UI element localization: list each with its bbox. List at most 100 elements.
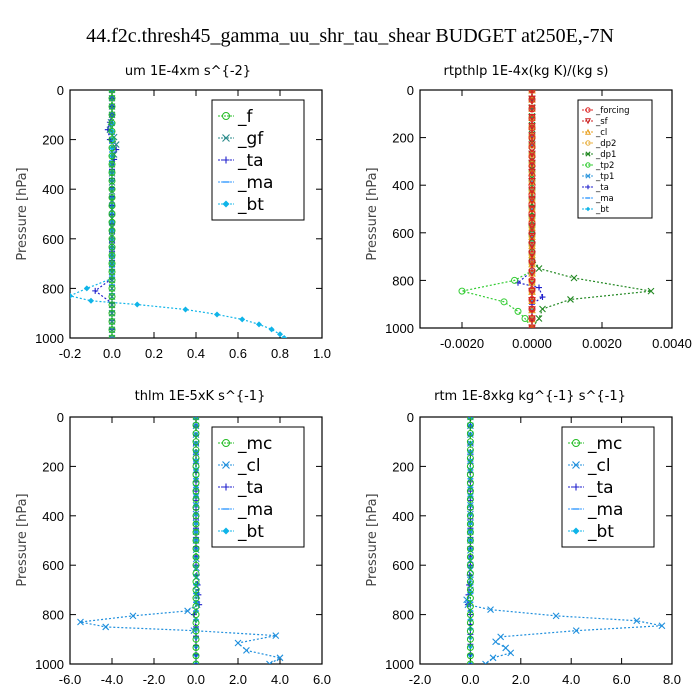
x-tick-label: 0.0 <box>461 672 479 687</box>
data-point <box>528 105 536 113</box>
legend-marker <box>572 527 580 535</box>
panel-title: thlm 1E-5xK s^{-1} <box>135 389 266 404</box>
data-point <box>108 251 116 259</box>
data-point <box>192 545 200 553</box>
data-point <box>467 576 474 584</box>
x-tick-label: 8.0 <box>663 672 681 687</box>
data-point <box>108 334 116 338</box>
data-point <box>108 218 116 226</box>
data-point <box>134 301 141 308</box>
x-tick-label: 0.6 <box>229 346 247 361</box>
series-line <box>70 90 285 338</box>
data-point <box>467 440 474 447</box>
data-point <box>190 627 198 635</box>
data-point <box>466 487 474 495</box>
legend-label: _bt <box>237 522 264 542</box>
data-point <box>466 627 474 635</box>
data-point <box>528 267 536 275</box>
data-point <box>108 268 116 276</box>
data-point <box>108 152 116 160</box>
legend-marker <box>585 162 591 168</box>
data-point <box>466 602 474 610</box>
data-point <box>633 617 641 625</box>
y-tick-label: 1000 <box>35 331 64 346</box>
legend-marker <box>222 483 230 491</box>
data-point <box>466 495 474 503</box>
data-point <box>192 440 200 447</box>
legend-label: _ta <box>237 478 264 498</box>
legend-label: _ma <box>587 500 623 520</box>
data-point <box>463 596 471 604</box>
legend-label: _ma <box>237 500 273 520</box>
panel-title: um 1E-4xm s^{-2} <box>125 64 251 79</box>
data-point <box>112 141 120 148</box>
legend-marker <box>585 107 591 113</box>
y-tick-label: 1000 <box>385 657 414 672</box>
legend-label: _cl <box>587 456 611 476</box>
data-point <box>466 504 474 512</box>
data-point <box>528 181 536 189</box>
data-point <box>108 160 116 168</box>
panel-rtm: rtm 1E-8xkg kg^{-1} s^{-1} Pressure [hPa… <box>365 389 681 687</box>
data-point <box>192 619 200 627</box>
data-point <box>256 321 262 328</box>
panel-thlm: thlm 1E-5xK s^{-1} Pressure [hPa] 0 200 40… <box>15 389 331 687</box>
data-point <box>192 495 200 503</box>
data-point <box>466 537 474 544</box>
data-point <box>466 421 474 429</box>
series-group <box>70 90 288 338</box>
data-point <box>276 654 284 662</box>
x-tick-label: 0.8 <box>271 346 289 361</box>
data-point <box>108 169 116 177</box>
y-tick-label: 0 <box>407 83 414 98</box>
data-point <box>511 276 518 284</box>
figure-title: 44.f2c.thresh45_gamma_uu_shr_tau_shear B… <box>86 25 614 47</box>
data-point <box>466 429 474 437</box>
data-point <box>272 632 280 639</box>
data-point <box>102 623 110 631</box>
series-group <box>463 417 666 664</box>
x-tick-label: 1.0 <box>313 346 331 361</box>
data-point <box>192 438 200 446</box>
data-point <box>108 301 116 309</box>
data-point <box>192 512 200 520</box>
data-point <box>466 512 474 520</box>
data-point <box>92 287 99 294</box>
data-point <box>539 294 546 301</box>
x-tick-label: 6.0 <box>313 672 331 687</box>
panel-title: rtpthlp 1E-4x(kg K)/(kg s) <box>444 64 609 79</box>
data-point <box>528 248 536 256</box>
data-point <box>108 202 116 210</box>
legend-label: _dp2 <box>595 139 616 149</box>
data-point <box>108 103 116 111</box>
legend-label: _ta <box>587 478 614 498</box>
data-point <box>492 638 499 646</box>
data-point <box>184 607 191 615</box>
y-axis-label: Pressure [hPa] <box>15 493 30 586</box>
data-point <box>108 284 116 292</box>
x-tick-label: -2.0 <box>409 672 431 687</box>
y-tick-label: 0 <box>57 410 64 425</box>
data-point <box>466 528 474 536</box>
data-point <box>528 287 536 296</box>
data-point <box>192 448 200 456</box>
y-tick-label: 400 <box>392 178 414 193</box>
y-tick-label: 800 <box>392 273 414 288</box>
data-point <box>535 315 543 322</box>
data-point <box>108 119 116 127</box>
legend-marker <box>572 483 580 491</box>
data-point <box>658 622 666 630</box>
data-point <box>466 454 474 462</box>
data-point <box>108 111 116 119</box>
data-point <box>108 276 116 284</box>
data-point <box>539 305 546 313</box>
data-point <box>567 296 574 303</box>
legend-marker <box>222 439 230 447</box>
data-point <box>528 238 536 246</box>
legend-label: _bt <box>237 195 264 215</box>
data-point <box>528 223 536 232</box>
data-point <box>192 504 200 512</box>
data-point <box>528 162 536 170</box>
y-axis-label: Pressure [hPa] <box>365 493 380 586</box>
